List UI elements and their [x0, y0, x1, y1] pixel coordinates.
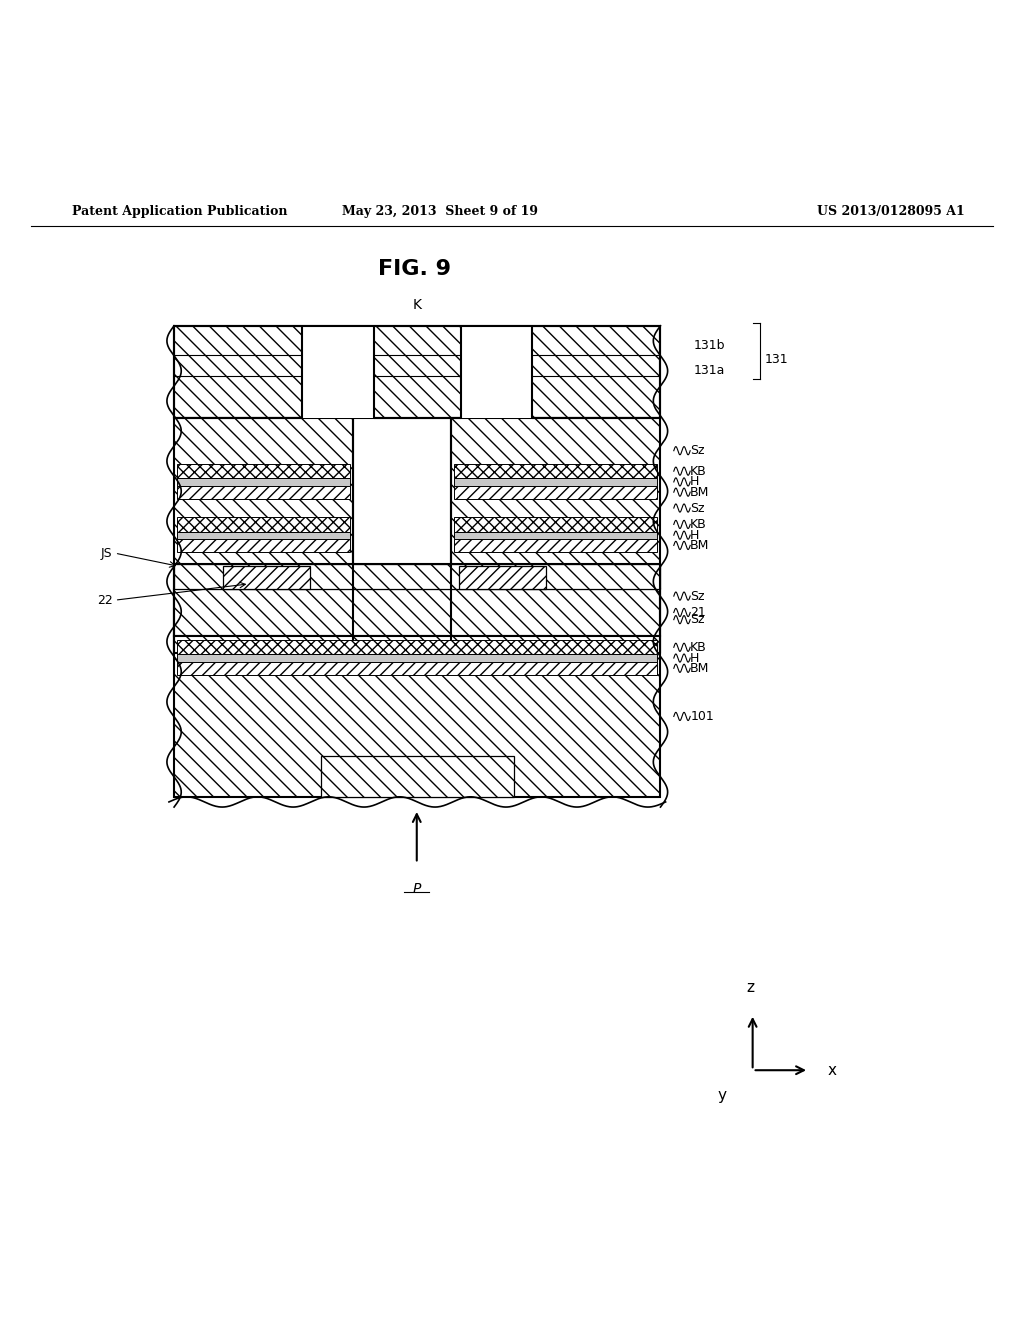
Bar: [174, 565, 660, 589]
Bar: [321, 756, 514, 797]
Bar: [454, 517, 657, 532]
Bar: [454, 478, 657, 486]
Text: Sz: Sz: [690, 502, 705, 515]
Bar: [177, 486, 350, 499]
Bar: [174, 636, 660, 797]
Text: P: P: [413, 882, 421, 896]
Text: z: z: [746, 981, 755, 995]
Bar: [451, 418, 660, 653]
Bar: [177, 532, 350, 539]
Text: BM: BM: [690, 539, 710, 552]
Text: KB: KB: [690, 517, 707, 531]
Bar: [174, 589, 660, 636]
Text: 21: 21: [690, 606, 706, 619]
Bar: [302, 326, 374, 418]
Bar: [454, 486, 657, 499]
Bar: [174, 326, 660, 418]
Text: KB: KB: [690, 465, 707, 478]
Bar: [461, 326, 532, 418]
Bar: [177, 517, 350, 532]
Bar: [177, 640, 657, 655]
Text: BM: BM: [690, 486, 710, 499]
Text: K: K: [413, 298, 422, 313]
Text: H: H: [690, 475, 699, 488]
Text: KB: KB: [690, 640, 707, 653]
Text: Sz: Sz: [690, 445, 705, 457]
Text: BM: BM: [690, 661, 710, 675]
Bar: [454, 532, 657, 539]
Text: 131a: 131a: [693, 364, 725, 378]
Bar: [177, 478, 350, 486]
Bar: [177, 539, 350, 552]
Bar: [174, 418, 353, 653]
Bar: [177, 655, 657, 661]
Text: H: H: [690, 529, 699, 541]
Text: US 2013/0128095 A1: US 2013/0128095 A1: [817, 205, 965, 218]
Text: JS: JS: [101, 546, 113, 560]
Bar: [454, 465, 657, 478]
Text: x: x: [827, 1063, 837, 1077]
Bar: [459, 566, 546, 589]
Text: y: y: [718, 1088, 726, 1104]
Text: Patent Application Publication: Patent Application Publication: [72, 205, 287, 218]
Text: 131b: 131b: [693, 339, 725, 351]
Text: Sz: Sz: [690, 614, 705, 626]
Text: 22: 22: [97, 594, 113, 607]
Text: Sz: Sz: [690, 590, 705, 603]
Text: May 23, 2013  Sheet 9 of 19: May 23, 2013 Sheet 9 of 19: [342, 205, 539, 218]
Text: H: H: [690, 652, 699, 664]
Bar: [177, 661, 657, 675]
Text: 131: 131: [765, 352, 788, 366]
Text: FIG. 9: FIG. 9: [378, 260, 452, 280]
Text: 101: 101: [690, 710, 714, 723]
Bar: [177, 465, 350, 478]
Bar: [454, 539, 657, 552]
Bar: [223, 566, 310, 589]
Bar: [353, 418, 451, 565]
